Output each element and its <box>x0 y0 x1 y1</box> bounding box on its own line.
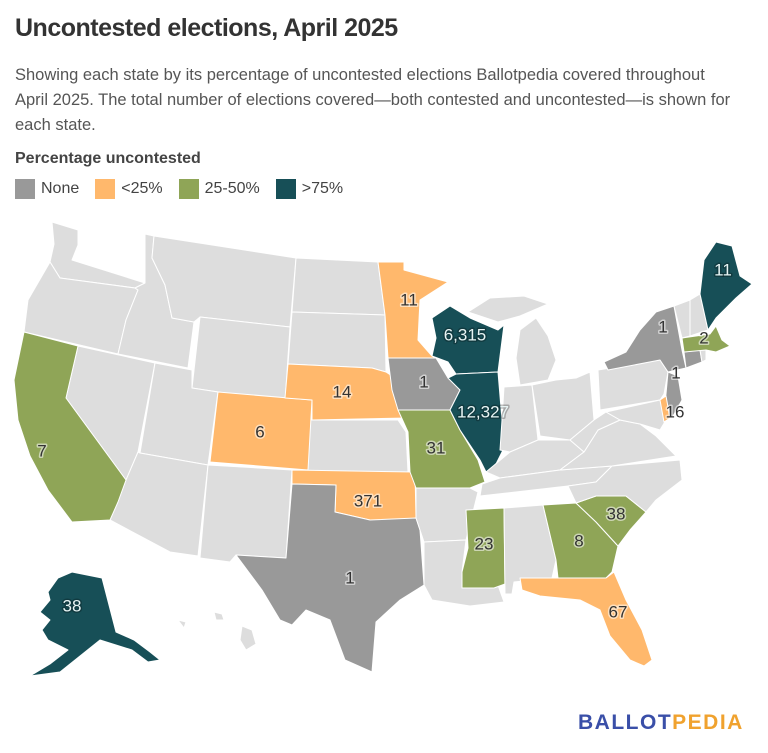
chart-title: Uncontested elections, April 2025 <box>15 14 398 42</box>
label-ny: 1 <box>658 317 667 336</box>
label-fl: 67 <box>609 602 628 621</box>
state-delaware[interactable] <box>659 395 671 423</box>
legend-swatch-lt25 <box>95 179 116 199</box>
label-de: 16 <box>666 402 685 421</box>
label-me: 11 <box>714 260 732 279</box>
label-mo: 31 <box>427 438 446 457</box>
label-ak: 38 <box>63 596 82 615</box>
state-montana[interactable] <box>151 235 297 328</box>
state-north-carolina[interactable] <box>567 459 683 513</box>
legend-swatch-none <box>15 179 35 199</box>
state-michigan-lower[interactable] <box>515 317 557 386</box>
state-alaska[interactable] <box>29 571 161 677</box>
label-nj: 1 <box>671 363 680 382</box>
legend: None <25% 25-50% >75% <box>15 179 359 199</box>
state-michigan-upper[interactable] <box>467 295 549 323</box>
legend-item-25to50: 25-50% <box>178 179 260 199</box>
state-maine[interactable] <box>699 241 753 331</box>
state-hawaii[interactable] <box>177 611 257 651</box>
state-new-york[interactable] <box>603 305 687 373</box>
label-co: 6 <box>255 422 264 441</box>
legend-label: None <box>41 180 80 197</box>
state-wyoming[interactable] <box>191 316 291 403</box>
ballotpedia-logo: BALLOTPEDIA <box>578 711 744 735</box>
logo-pedia: PEDIA <box>672 711 744 734</box>
state-new-mexico[interactable] <box>199 464 293 563</box>
state-florida[interactable] <box>519 571 653 667</box>
state-minnesota[interactable] <box>377 261 449 359</box>
legend-title: Percentage uncontested <box>15 150 201 167</box>
state-south-dakota[interactable] <box>287 311 387 373</box>
chart-subtitle: Showing each state by its percentage of … <box>15 66 731 134</box>
legend-item-lt25: <25% <box>95 179 163 199</box>
label-ms: 23 <box>475 534 494 553</box>
legend-label: 25-50% <box>204 180 260 197</box>
state-massachusetts[interactable] <box>681 325 731 353</box>
label-tx: 1 <box>345 568 354 587</box>
label-wi: 6,315 <box>444 325 487 344</box>
label-ne: 14 <box>333 382 352 401</box>
legend-label: <25% <box>121 180 163 197</box>
state-new-jersey[interactable] <box>663 371 683 419</box>
state-north-dakota[interactable] <box>291 257 386 316</box>
logo-ballot: BALLOT <box>578 711 673 734</box>
state-illinois[interactable] <box>447 371 505 473</box>
label-ca: 7 <box>37 441 46 460</box>
label-sc: 38 <box>607 504 626 523</box>
legend-swatch-25to50 <box>178 179 199 199</box>
us-map: 7 6 14 11 6,315 1 12,327 31 371 1 23 8 3… <box>13 221 753 677</box>
legend-label: >75% <box>301 180 344 197</box>
label-il: 12,327 <box>457 402 509 421</box>
label-ga: 8 <box>574 531 583 550</box>
label-ok: 371 <box>354 491 382 510</box>
state-connecticut[interactable] <box>683 349 703 369</box>
state-ohio[interactable] <box>531 371 595 441</box>
label-mn: 11 <box>400 290 418 309</box>
legend-swatch-gt75 <box>275 179 296 199</box>
label-ia: 1 <box>419 372 428 391</box>
legend-item-gt75: >75% <box>275 179 344 199</box>
legend-item-none: None <box>15 179 79 199</box>
state-texas[interactable] <box>235 483 425 673</box>
state-california[interactable] <box>13 331 127 523</box>
state-kansas[interactable] <box>305 419 409 473</box>
label-ma: 2 <box>699 328 708 347</box>
